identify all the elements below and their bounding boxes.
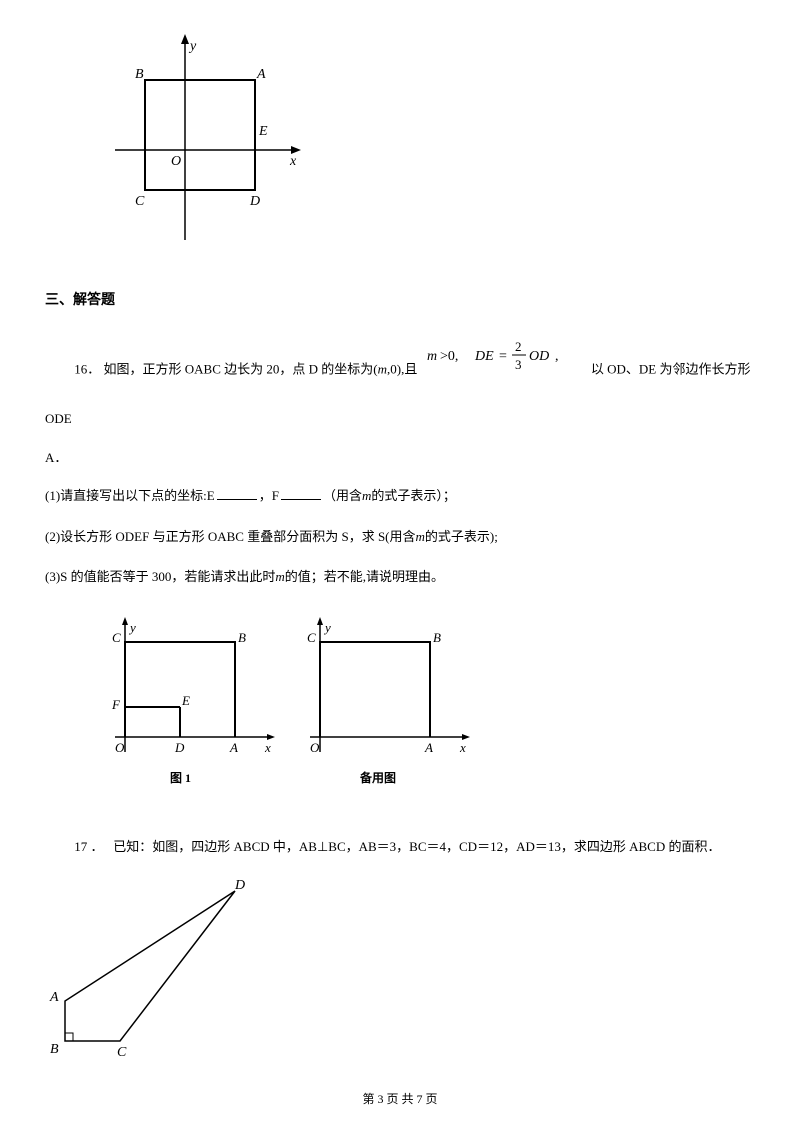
q16-suffix: 以 OD、DE 为邻边作长方形 <box>591 362 751 377</box>
diagram-q16: y x C B F E O D A 图 1 y x C B O A 备用图 <box>95 607 755 808</box>
q16-line2: ODE <box>45 405 755 434</box>
fig2-O: O <box>310 740 320 755</box>
q17-C: C <box>117 1045 127 1060</box>
q16-sub1-b: ，F <box>259 488 279 503</box>
diagram-square-axes: y x B A E O C D <box>105 20 755 261</box>
label-A: A <box>256 67 266 82</box>
q16-sub1: (1)请直接写出以下点的坐标:E ，F （用含m的式子表示）； <box>45 482 755 511</box>
q16-sub1-m: m <box>362 488 371 503</box>
svg-text:2: 2 <box>515 339 522 354</box>
fig1-x: x <box>264 740 271 755</box>
q16-sub2: (2)设长方形 ODEF 与正方形 OABC 重叠部分面积为 S，求 S(用含m… <box>45 523 755 552</box>
label-B: B <box>135 67 144 82</box>
svg-text:m: m <box>427 349 437 364</box>
q16-line3: A． <box>45 444 755 473</box>
svg-text:OD: OD <box>529 349 549 364</box>
svg-text:=: = <box>499 349 507 364</box>
label-E: E <box>258 124 268 139</box>
fig1-A: A <box>229 740 238 755</box>
label-x: x <box>289 154 297 169</box>
footer-prefix: 第 <box>362 1092 377 1106</box>
footer-suffix: 页 <box>423 1092 438 1106</box>
q16-stem: 16． 如图，正方形 OABC 边长为 20，点 D 的坐标为(m,0),且 m… <box>45 346 755 395</box>
q16-sub3-b: 的值；若不能,请说明理由。 <box>285 569 444 584</box>
fig1-O: O <box>115 740 125 755</box>
footer-mid: 页 共 <box>383 1092 416 1106</box>
q17-text: 已知：如图，四边形 ABCD 中，AB⊥BC，AB＝3，BC＝4，CD＝12，A… <box>113 839 720 854</box>
q16-mid1: ,0),且 <box>387 362 417 377</box>
formula-inline: m >0, DE = 2 3 OD , <box>427 336 582 385</box>
q17-num: 17 ． <box>74 839 103 854</box>
q16-sub2-b: 的式子表示); <box>425 529 498 544</box>
q16-sub2-a: (2)设长方形 ODEF 与正方形 OABC 重叠部分面积为 S，求 S(用含 <box>45 529 416 544</box>
svg-text:DE: DE <box>474 349 494 364</box>
label-y: y <box>188 39 197 54</box>
q16-sub1-d: 的式子表示）； <box>371 488 456 503</box>
q17-stem: 17 ． 已知：如图，四边形 ABCD 中，AB⊥BC，AB＝3，BC＝4，CD… <box>45 833 755 862</box>
fig1-B: B <box>238 630 246 645</box>
fig1-C: C <box>112 630 121 645</box>
fig1-F: F <box>111 697 121 712</box>
svg-text:>0,: >0, <box>440 349 458 364</box>
q16-sub3-m: m <box>275 569 284 584</box>
q16-sub3: (3)S 的值能否等于 300，若能请求出此时m的值；若不能,请说明理由。 <box>45 563 755 592</box>
q16-m1: m <box>378 362 387 377</box>
fig2-y: y <box>323 620 331 635</box>
label-D: D <box>249 194 260 209</box>
blank-F <box>281 487 321 500</box>
fig2-C: C <box>307 630 316 645</box>
svg-text:3: 3 <box>515 357 522 372</box>
q16-prefix: 如图，正方形 OABC 边长为 20，点 D 的坐标为( <box>104 362 378 377</box>
page-footer: 第 3 页 共 7 页 <box>0 1086 800 1112</box>
diagram-q17: A B C D <box>45 871 755 1072</box>
section-heading: 三、解答题 <box>45 286 755 317</box>
fig1-y: y <box>128 620 136 635</box>
fig2-x: x <box>459 740 466 755</box>
fig1-caption: 图 1 <box>170 771 191 785</box>
q16-sub1-a: (1)请直接写出以下点的坐标:E <box>45 488 215 503</box>
q17-D: D <box>234 878 245 893</box>
q16-sub2-m: m <box>416 529 425 544</box>
q16-num: 16． <box>74 362 100 377</box>
fig2-caption: 备用图 <box>359 770 396 785</box>
blank-E <box>217 487 257 500</box>
fig2-B: B <box>433 630 441 645</box>
label-O: O <box>171 154 181 169</box>
label-C: C <box>135 194 145 209</box>
q16-sub1-c: （用含 <box>323 488 362 503</box>
q17-A: A <box>49 990 59 1005</box>
svg-text:,: , <box>555 349 559 364</box>
fig2-A: A <box>424 740 433 755</box>
fig1-D: D <box>174 740 185 755</box>
q17-B: B <box>50 1042 59 1057</box>
q16-sub3-a: (3)S 的值能否等于 300，若能请求出此时 <box>45 569 275 584</box>
fig1-E: E <box>181 693 190 708</box>
